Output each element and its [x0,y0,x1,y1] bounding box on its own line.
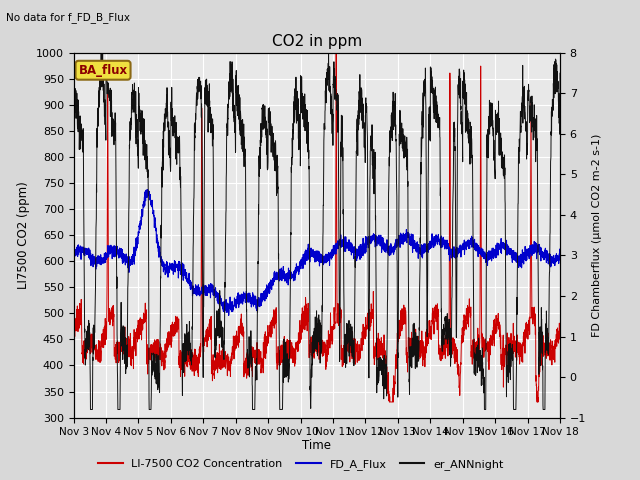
Text: BA_flux: BA_flux [79,64,127,77]
Text: No data for f_FD_B_Flux: No data for f_FD_B_Flux [6,12,131,23]
Y-axis label: FD Chamberflux (μmol CO2 m-2 s-1): FD Chamberflux (μmol CO2 m-2 s-1) [591,133,602,337]
X-axis label: Time: Time [302,439,332,452]
Title: CO2 in ppm: CO2 in ppm [271,34,362,49]
Legend: LI-7500 CO2 Concentration, FD_A_Flux, er_ANNnight: LI-7500 CO2 Concentration, FD_A_Flux, er… [93,455,508,474]
Y-axis label: LI7500 CO2 (ppm): LI7500 CO2 (ppm) [17,181,30,289]
